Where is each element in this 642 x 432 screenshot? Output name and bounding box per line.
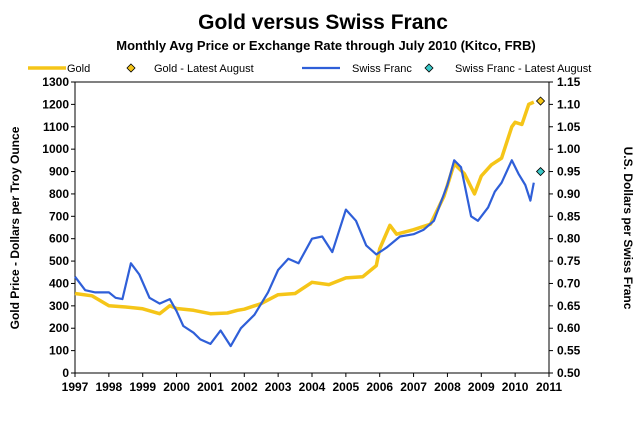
right-tick-label: 0.60	[557, 321, 581, 335]
swiss-franc-latest-august-marker	[535, 166, 546, 177]
left-tick-label: 600	[49, 232, 69, 246]
x-tick-label: 2002	[231, 380, 258, 394]
left-axis: 0 100 200 300 400 500 600 700 800 900 1000 1100 1200…	[42, 75, 75, 380]
right-tick-label: 1.10	[557, 97, 581, 111]
right-tick-label: 0.75	[557, 254, 581, 268]
x-tick-label: 1999	[129, 380, 156, 394]
legend-label-swiss-franc: Swiss Franc	[352, 63, 412, 75]
left-tick-label: 900	[49, 165, 69, 179]
swiss-franc-series-line	[74, 159, 535, 348]
chart-subtitle: Monthly Avg Price or Exchange Rate throu…	[116, 38, 535, 53]
series-layer	[74, 96, 546, 348]
x-tick-label: 2001	[197, 380, 224, 394]
x-tick-label: 2005	[333, 380, 360, 394]
legend-label-gold: Gold	[67, 63, 90, 75]
x-tick-label: 1998	[96, 380, 123, 394]
x-tick-label: 2006	[366, 380, 393, 394]
right-tick-label: 0.55	[557, 344, 581, 358]
right-tick-label: 0.95	[557, 165, 581, 179]
x-tick-label: 2007	[400, 380, 427, 394]
left-tick-label: 1200	[42, 97, 69, 111]
left-tick-label: 200	[49, 321, 69, 335]
right-axis-title: U.S. Dollars per Swiss Franc	[621, 147, 635, 310]
right-tick-label: 0.70	[557, 276, 581, 290]
right-tick-label: 0.80	[557, 232, 581, 246]
x-tick-label: 2010	[502, 380, 529, 394]
x-tick-label: 1997	[62, 380, 89, 394]
gold-series-line	[74, 100, 535, 316]
plot-area	[74, 81, 550, 374]
x-tick-label: 2011	[536, 380, 562, 394]
right-tick-label: 0.50	[557, 366, 581, 380]
right-tick-label: 1.05	[557, 120, 581, 134]
left-tick-label: 800	[49, 187, 69, 201]
x-tick-label: 2003	[265, 380, 292, 394]
left-tick-label: 0	[62, 366, 69, 380]
left-tick-label: 1000	[42, 142, 69, 156]
right-tick-label: 0.85	[557, 209, 581, 223]
x-tick-label: 2009	[468, 380, 495, 394]
left-tick-label: 300	[49, 299, 69, 313]
left-tick-label: 1300	[42, 75, 69, 89]
right-tick-label: 0.65	[557, 299, 581, 313]
legend-label-swiss-franc-latest-august: Swiss Franc - Latest August	[455, 63, 591, 75]
left-tick-label: 1100	[43, 120, 69, 134]
x-axis: 1997 1998 1999 2000 2001 2002 2003 2004 2005 2006…	[62, 373, 562, 394]
chart-title: Gold versus Swiss Franc	[198, 11, 448, 34]
x-tick-label: 2000	[163, 380, 190, 394]
right-tick-label: 1.00	[557, 142, 581, 156]
x-tick-label: 2008	[434, 380, 461, 394]
right-tick-label: 1.15	[557, 75, 581, 89]
right-tick-label: 0.90	[557, 187, 581, 201]
gold-latest-august-marker	[535, 96, 546, 106]
legend-swatch-swiss-franc-latest-august	[424, 63, 434, 73]
legend-swatch-gold-latest-august	[126, 63, 136, 73]
left-axis-title: Gold Price - Dollars per Troy Ounce	[8, 126, 22, 329]
x-tick-label: 2004	[299, 380, 326, 394]
left-tick-label: 400	[49, 276, 69, 290]
left-tick-label: 100	[49, 344, 69, 358]
right-axis: 0.50 0.55 0.60 0.65 0.70 0.75 0.80 0.85 0.90 0.95…	[549, 75, 581, 380]
legend-label-gold-latest-august: Gold - Latest August	[154, 63, 254, 75]
left-tick-label: 700	[49, 209, 69, 223]
left-tick-label: 500	[49, 254, 69, 268]
legend: Gold Gold - Latest August Swiss Franc Swiss…	[28, 63, 591, 75]
